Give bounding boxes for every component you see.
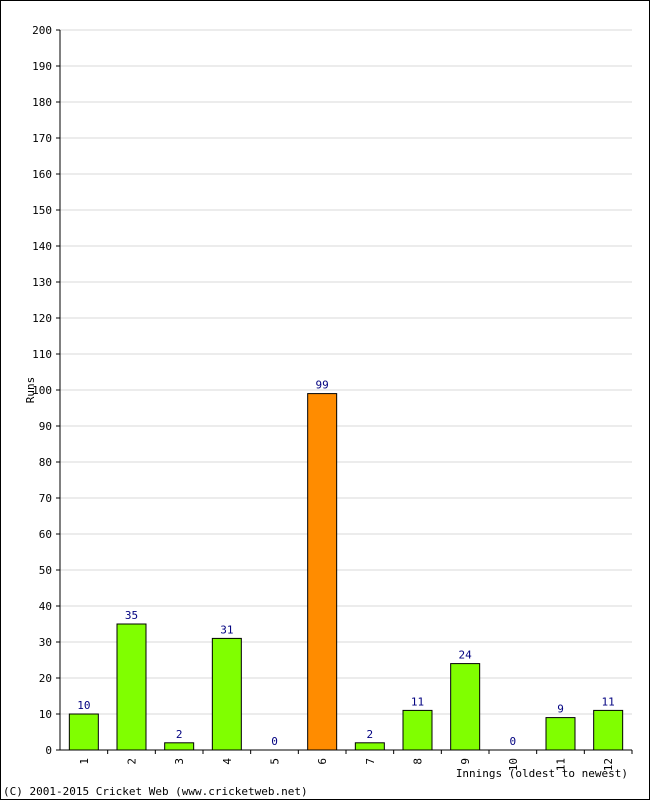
x-tick-label: 12 [602, 758, 615, 771]
x-tick-label: 4 [221, 758, 234, 765]
data-label-innings-3: 2 [176, 728, 183, 741]
y-tick-label: 0 [45, 744, 52, 757]
copyright-footer: (C) 2001-2015 Cricket Web (www.cricketwe… [3, 785, 308, 798]
data-label-innings-5: 0 [271, 735, 278, 748]
y-tick-label: 140 [32, 240, 52, 253]
data-label-innings-6: 99 [316, 379, 329, 392]
bar-innings-8 [402, 709, 433, 751]
y-tick-label: 150 [32, 204, 52, 217]
data-label-innings-7: 2 [367, 728, 374, 741]
y-tick-label: 20 [39, 672, 52, 685]
bar-innings-11 [545, 717, 576, 751]
y-tick-label: 70 [39, 492, 52, 505]
y-tick-label: 90 [39, 420, 52, 433]
bar-innings-4 [211, 637, 242, 751]
x-axis-label: Innings (oldest to newest) [456, 767, 628, 780]
y-tick-label: 110 [32, 348, 52, 361]
y-tick-label: 190 [32, 60, 52, 73]
x-tick-label: 3 [173, 758, 186, 765]
y-tick-label: 120 [32, 312, 52, 325]
x-tick-label: 6 [316, 758, 329, 765]
data-label-innings-8: 11 [411, 695, 424, 708]
bar-innings-2 [116, 623, 147, 751]
y-axis-label: Runs [24, 377, 37, 404]
bar-innings-3 [164, 742, 195, 751]
y-tick-label: 200 [32, 24, 52, 37]
x-tick-label: 9 [459, 758, 472, 765]
y-axis-ticks: 0 10 20 30 40 50 60 70 80 90 100 110 120 130 140 150 160… [32, 24, 60, 757]
data-label-innings-1: 10 [77, 699, 90, 712]
y-tick-label: 180 [32, 96, 52, 109]
data-label-innings-9: 24 [459, 649, 473, 662]
bar-innings-9 [450, 663, 481, 751]
y-tick-label: 50 [39, 564, 52, 577]
data-labels: 10 35 2 31 0 99 2 11 24 0 9 11 [77, 379, 615, 748]
bar-innings-6 [307, 393, 338, 751]
x-axis-ticks: 1 2 3 4 5 6 7 8 9 10 11 12 [78, 750, 633, 771]
x-tick-label: 2 [126, 758, 139, 765]
x-tick-label: 11 [555, 758, 568, 771]
y-tick-label: 100 [32, 384, 52, 397]
y-tick-label: 170 [32, 132, 52, 145]
bar-innings-1 [68, 713, 99, 751]
y-tick-label: 60 [39, 528, 52, 541]
data-label-innings-2: 35 [125, 609, 138, 622]
bar-innings-7 [354, 742, 385, 751]
y-tick-label: 10 [39, 708, 52, 721]
data-label-innings-4: 31 [220, 623, 233, 636]
y-tick-label: 80 [39, 456, 52, 469]
y-tick-label: 30 [39, 636, 52, 649]
x-tick-label: 7 [364, 758, 377, 765]
grid-lines [60, 29, 632, 715]
bars [68, 393, 624, 751]
y-tick-label: 160 [32, 168, 52, 181]
x-tick-label: 1 [78, 758, 91, 765]
data-label-innings-10: 0 [510, 735, 517, 748]
y-tick-label: 130 [32, 276, 52, 289]
x-tick-label: 8 [412, 758, 425, 765]
data-label-innings-12: 11 [602, 695, 615, 708]
x-tick-label: 10 [507, 758, 520, 771]
y-tick-label: 40 [39, 600, 52, 613]
data-label-innings-11: 9 [557, 703, 564, 716]
bar-innings-12 [593, 709, 624, 751]
x-tick-label: 5 [269, 758, 282, 765]
